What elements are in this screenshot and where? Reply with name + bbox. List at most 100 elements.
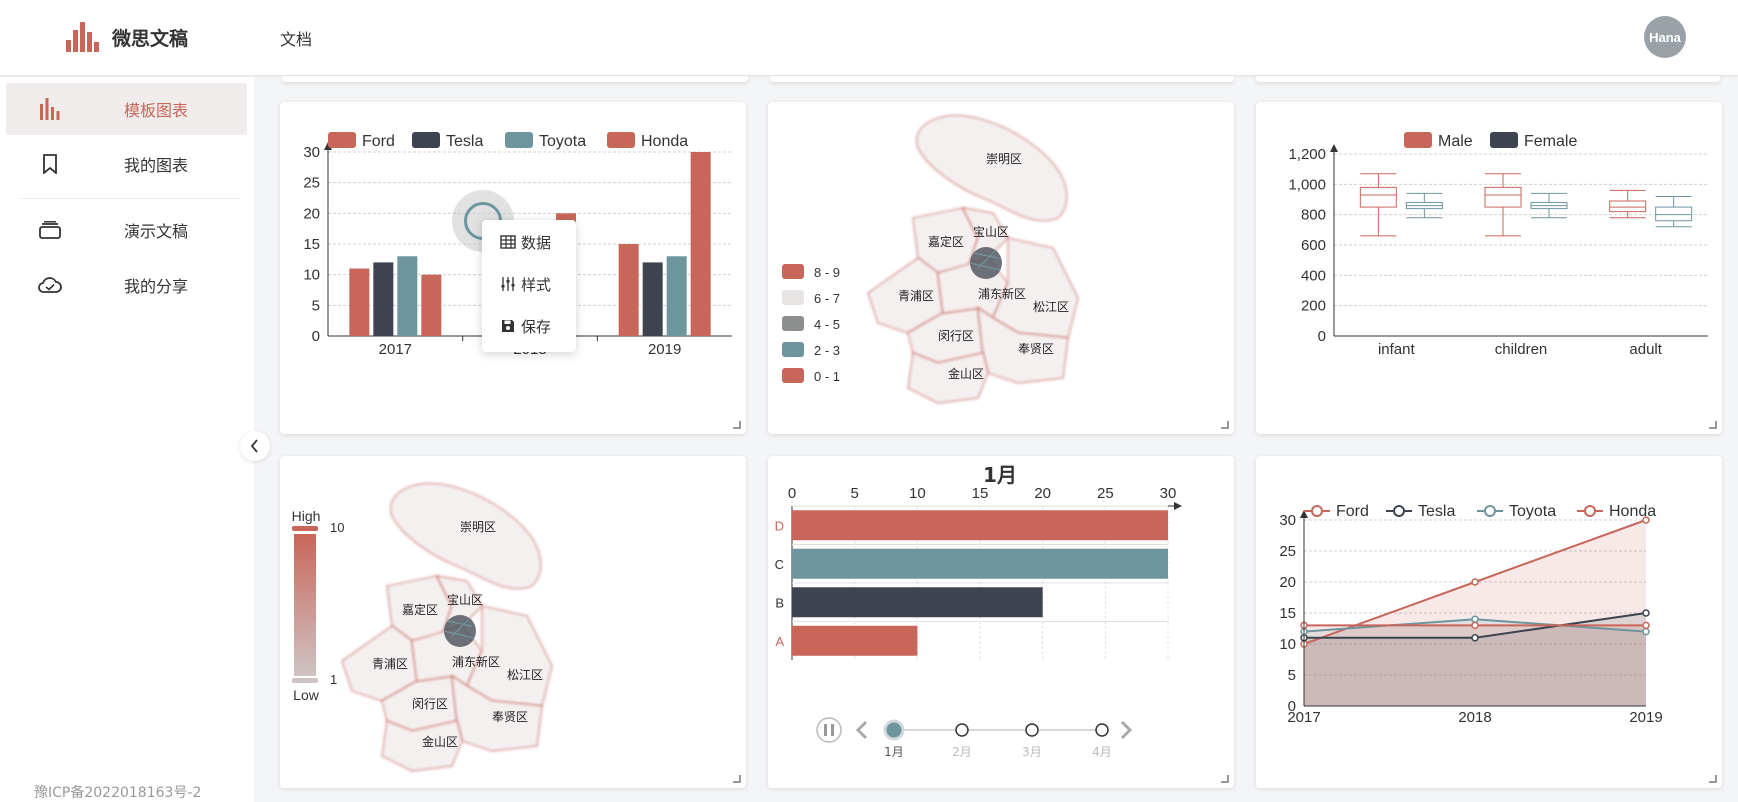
region-label: 金山区 bbox=[422, 734, 458, 749]
app-logo[interactable]: 微思文稿 bbox=[66, 22, 188, 52]
bar bbox=[792, 510, 1168, 541]
sidebar-item-label: 我的分享 bbox=[124, 277, 189, 296]
region-label: 嘉定区 bbox=[928, 234, 964, 249]
y-tick-label: 25 bbox=[303, 175, 320, 192]
bar bbox=[792, 625, 918, 656]
chart-card-map-continuous[interactable]: 崇明区 嘉定区 宝山区 青浦区 闵行区 浦东新区 松江区 奉贤区 金山区 High Low 10 1 bbox=[280, 456, 746, 788]
timeline-label: 3月 bbox=[1022, 745, 1042, 759]
sidebar-item-templates[interactable]: 模板图表 bbox=[6, 83, 247, 135]
chongming-region bbox=[390, 482, 542, 590]
context-menu: 数据 样式 保存 bbox=[482, 220, 576, 352]
legend-swatch bbox=[1490, 132, 1518, 148]
visualmap-min-label: 1 bbox=[330, 672, 337, 687]
region-label: 奉贤区 bbox=[492, 710, 528, 724]
region-label: 浦东新区 bbox=[978, 286, 1026, 301]
legend-swatch bbox=[782, 342, 804, 357]
central-districts bbox=[970, 247, 1002, 279]
resize-handle-icon[interactable] bbox=[733, 421, 741, 429]
menu-item-data[interactable]: 数据 bbox=[500, 230, 551, 254]
legend-label: Ford bbox=[1336, 503, 1369, 520]
chart-card-map-piecewise[interactable]: 崇明区 嘉定区 宝山区 青浦区 闵行区 浦东新区 松江区 奉贤区 金山区 8 - 9 6 - 7 4 … bbox=[768, 102, 1234, 434]
region-label: 松江区 bbox=[507, 668, 543, 682]
y-tick-label: 1,000 bbox=[1288, 176, 1326, 193]
timeline-label: 4月 bbox=[1092, 745, 1112, 759]
legend-swatch bbox=[328, 132, 356, 148]
legend-label: Ford bbox=[362, 133, 395, 150]
menu-item-style[interactable]: 样式 bbox=[500, 272, 551, 296]
bookmark-icon bbox=[36, 154, 64, 174]
legend-swatch bbox=[412, 132, 440, 148]
x-tick-label: 2019 bbox=[1629, 709, 1662, 726]
legend-label: Toyota bbox=[1509, 503, 1556, 520]
card-stub bbox=[282, 76, 748, 82]
y-tick-label: 0 bbox=[1318, 328, 1326, 345]
legend-marker bbox=[1484, 505, 1496, 517]
box bbox=[1609, 200, 1647, 213]
x-axis-arrow bbox=[1174, 502, 1182, 510]
y-tick-label: D bbox=[775, 518, 784, 533]
chongming-region bbox=[916, 114, 1068, 222]
data-point bbox=[1471, 578, 1479, 586]
nav-doc-link[interactable]: 文档 bbox=[280, 30, 313, 49]
resize-handle-icon[interactable] bbox=[1221, 421, 1229, 429]
data-point bbox=[1642, 627, 1650, 636]
y-tick-label: 0 bbox=[1288, 698, 1296, 715]
resize-handle-icon[interactable] bbox=[1709, 775, 1717, 783]
legend-swatch bbox=[782, 264, 804, 279]
bar bbox=[618, 244, 639, 336]
chart-card-hbar[interactable]: 1月 0 5 10 15 20 25 30 A B C D 1月 2月 3月 4月 bbox=[768, 456, 1234, 788]
x-tick-label: 20 bbox=[1034, 485, 1051, 502]
x-tick-label: adult bbox=[1629, 341, 1662, 358]
y-tick-label: 10 bbox=[303, 267, 320, 284]
legend-label: 2 - 3 bbox=[814, 343, 840, 358]
x-tick-label: children bbox=[1495, 341, 1548, 358]
avatar[interactable]: Hana bbox=[1644, 16, 1686, 58]
bar bbox=[397, 256, 418, 336]
resize-handle-icon[interactable] bbox=[1709, 421, 1717, 429]
icp-record[interactable]: 豫ICP备2022018163号-2 bbox=[34, 785, 202, 801]
region-label: 浦东新区 bbox=[452, 654, 500, 669]
top-bar: 微思文稿 文档 Hana bbox=[0, 0, 1738, 76]
area-fill bbox=[1304, 619, 1646, 706]
collapse-sidebar-button[interactable] bbox=[240, 431, 270, 461]
chart-card-area[interactable]: 0 5 10 15 20 25 30 2017 2018 2019 Ford Tesla Toyota H… bbox=[1256, 456, 1722, 788]
jinshan-region bbox=[907, 352, 989, 404]
timeline-label: 2月 bbox=[952, 745, 972, 759]
central-district-lines bbox=[969, 249, 1001, 271]
legend-label: 4 - 5 bbox=[814, 317, 840, 332]
region-label: 青浦区 bbox=[372, 657, 408, 671]
menu-item-save[interactable]: 保存 bbox=[500, 314, 551, 338]
area-chart: 0 5 10 15 20 25 30 2017 2018 2019 Ford Tesla Toyota H… bbox=[1279, 503, 1662, 726]
legend-marker bbox=[1584, 505, 1596, 517]
y-tick-label: 0 bbox=[312, 328, 320, 345]
chart-card-boxplot[interactable]: 0 200 400 600 800 1,000 1,200 infant children adu… bbox=[1256, 102, 1722, 434]
boxplot-chart: 0 200 400 600 800 1,000 1,200 infant children adu… bbox=[1288, 132, 1708, 358]
y-tick-label: 200 bbox=[1301, 298, 1326, 315]
legend-label: Male bbox=[1438, 133, 1473, 150]
area-fill bbox=[1304, 520, 1646, 706]
sidebar-item-shares[interactable]: 我的分享 bbox=[6, 259, 247, 311]
region-label: 宝山区 bbox=[973, 225, 1009, 239]
visualmap-low-label: Low bbox=[293, 687, 320, 703]
y-tick-label: 5 bbox=[1288, 667, 1296, 684]
legend-label: Toyota bbox=[539, 133, 586, 150]
region-label: 青浦区 bbox=[898, 289, 934, 303]
y-axis-arrow bbox=[1330, 144, 1338, 152]
legend-marker bbox=[1311, 505, 1323, 517]
resize-handle-icon[interactable] bbox=[733, 775, 741, 783]
sidebar-item-presentations[interactable]: 演示文稿 bbox=[6, 204, 247, 256]
timeline-label: 1月 bbox=[884, 745, 904, 759]
chart-title: 1月 bbox=[983, 463, 1017, 487]
sidebar-item-my-charts[interactable]: 我的图表 bbox=[6, 138, 247, 190]
y-axis-arrow bbox=[324, 142, 332, 150]
data-point bbox=[1471, 621, 1479, 630]
central-districts bbox=[444, 615, 476, 647]
visualmap-high-label: High bbox=[292, 508, 321, 524]
resize-handle-icon[interactable] bbox=[1221, 775, 1229, 783]
y-axis-arrow bbox=[1300, 510, 1308, 518]
y-tick-label: 5 bbox=[312, 297, 320, 314]
data-point bbox=[1642, 609, 1650, 617]
